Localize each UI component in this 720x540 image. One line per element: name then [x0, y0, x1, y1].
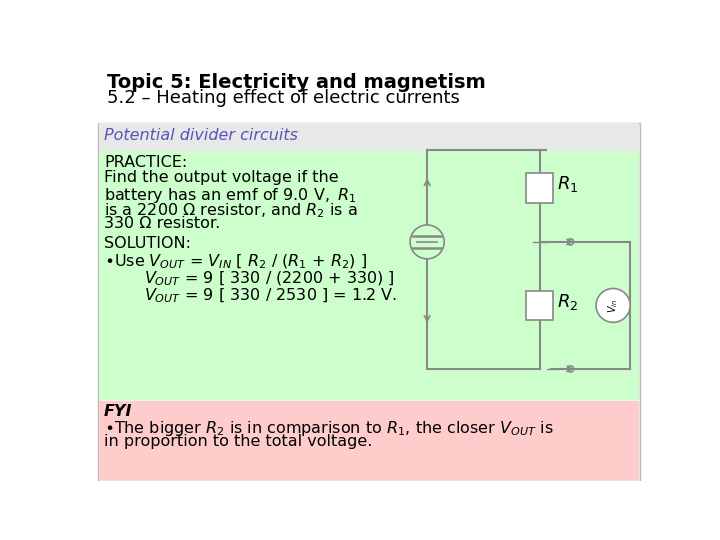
- Text: Topic 5: Electricity and magnetism: Topic 5: Electricity and magnetism: [107, 72, 486, 91]
- Text: SOLUTION:: SOLUTION:: [104, 236, 191, 251]
- Circle shape: [596, 288, 630, 322]
- Text: FYI: FYI: [104, 403, 132, 418]
- Text: $V_{OUT}$ = 9 [ 330 / 2530 ] = 1.2 V.: $V_{OUT}$ = 9 [ 330 / 2530 ] = 1.2 V.: [144, 287, 397, 305]
- Text: $R_2$: $R_2$: [557, 292, 578, 312]
- Bar: [99, 401, 639, 480]
- Bar: [526, 173, 554, 202]
- Text: Find the output voltage if the: Find the output voltage if the: [104, 170, 338, 185]
- Text: $R_1$: $R_1$: [557, 174, 578, 194]
- Text: Potential divider circuits: Potential divider circuits: [104, 128, 298, 143]
- Bar: [99, 123, 639, 151]
- Text: $V_{OUT}$ = 9 [ 330 / (2200 + 330) ]: $V_{OUT}$ = 9 [ 330 / (2200 + 330) ]: [144, 269, 395, 288]
- Text: $\bullet$The bigger $R_2$ is in comparison to $R_1$, the closer $V_{OUT}$ is: $\bullet$The bigger $R_2$ is in comparis…: [104, 419, 554, 438]
- Bar: [526, 291, 554, 320]
- Text: battery has an emf of 9.0 V,  $R_1$: battery has an emf of 9.0 V, $R_1$: [104, 186, 356, 205]
- Text: in proportion to the total voltage.: in proportion to the total voltage.: [104, 434, 372, 449]
- Text: $\bullet$Use $V_{OUT}$ = $V_{IN}$ [ $R_2$ / ($R_1$ + $R_2$) ]: $\bullet$Use $V_{OUT}$ = $V_{IN}$ [ $R_2…: [104, 253, 367, 271]
- Text: 330 Ω resistor.: 330 Ω resistor.: [104, 217, 220, 232]
- Bar: [99, 151, 639, 400]
- Text: 5.2 – Heating effect of electric currents: 5.2 – Heating effect of electric current…: [107, 90, 460, 107]
- Text: PRACTICE:: PRACTICE:: [104, 155, 187, 170]
- Bar: [98, 123, 640, 481]
- Text: $V_{in}$: $V_{in}$: [606, 298, 620, 313]
- Text: is a 2200 Ω resistor, and $R_2$ is a: is a 2200 Ω resistor, and $R_2$ is a: [104, 201, 357, 220]
